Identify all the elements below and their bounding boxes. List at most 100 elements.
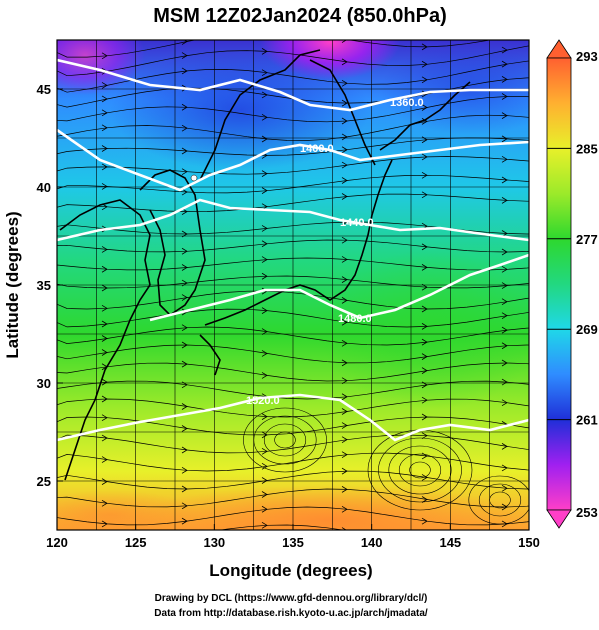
streamline [57, 114, 529, 141]
streamline-arrow [101, 395, 108, 403]
streamline-arrow [421, 474, 428, 481]
x-tick-label: 150 [518, 535, 540, 550]
streamline-arrow [261, 447, 268, 455]
streamline-arrow [261, 187, 268, 194]
streamline [57, 156, 529, 175]
map-title: MSM 12Z02Jan2024 (850.0hPa) [153, 5, 447, 27]
streamline [57, 77, 529, 108]
green-tongue [320, 250, 529, 410]
streamline-arrow [261, 505, 268, 513]
streamline-arrow [101, 183, 108, 190]
streamline-arrow [181, 425, 188, 432]
streamline-arrow [341, 193, 348, 200]
streamline-arrow [341, 318, 348, 326]
streamline-arrow [421, 496, 428, 503]
y-axis-label: Latitude (degrees) [3, 211, 22, 358]
streamline-arrow [421, 432, 428, 440]
streamline-arrow [261, 170, 268, 177]
streamline [57, 40, 492, 58]
streamline-arrow [181, 502, 188, 510]
streamline-arrow [101, 320, 108, 328]
streamline-arrow [421, 118, 428, 125]
streamline-arrow [501, 520, 508, 528]
streamline-arrow [341, 339, 348, 347]
streamline-arrow [421, 338, 428, 346]
streamline-arrow [421, 413, 428, 421]
eddy-streamline [478, 483, 522, 517]
streamline-arrow [422, 539, 427, 545]
colorbar-tick-label: 277 [576, 232, 598, 247]
streamline-arrow [341, 359, 348, 367]
streamline-arrow [341, 486, 348, 493]
colorbar-tick-label: 269 [576, 322, 598, 337]
contour-label: 1440.0 [340, 217, 374, 229]
streamline-arrow [501, 312, 508, 320]
streamline-arrow [341, 451, 348, 459]
streamline-arrow [261, 91, 268, 99]
streamline-arrow [341, 58, 348, 66]
streamline-arrow [501, 155, 508, 163]
streamline-arrow [501, 464, 508, 472]
streamline-arrow [501, 342, 508, 350]
streamline-arrow [101, 124, 108, 132]
streamline [57, 193, 529, 212]
streamline-arrow [421, 305, 428, 313]
eddy-streamline [243, 407, 327, 473]
streamline-arrow [261, 328, 268, 335]
streamline [57, 362, 529, 382]
colorbar-tick-label: 285 [576, 141, 598, 156]
streamline-arrow [261, 256, 268, 263]
streamline-arrow [501, 359, 508, 367]
streamline-arrow [101, 335, 108, 342]
streamline-arrow [261, 413, 268, 420]
streamline-arrow [182, 532, 187, 538]
streamline-arrow [101, 52, 108, 60]
eddy-streamline [398, 453, 442, 487]
streamline [57, 221, 529, 235]
x-tick-label: 135 [282, 535, 304, 550]
height-contour [57, 128, 529, 192]
contour-label: 1520.0 [246, 395, 280, 407]
colorbar-tick-label: 293 [576, 49, 598, 64]
streamline-arrow [421, 517, 428, 525]
streamline-arrow [261, 431, 268, 439]
coastline [379, 81, 471, 151]
streamline-arrow [181, 294, 188, 301]
streamline-arrow [261, 491, 268, 498]
streamline [218, 524, 346, 530]
footer-data-source: Data from http://database.rish.kyoto-u.a… [154, 608, 428, 619]
streamline-arrow [501, 112, 508, 119]
streamline-arrow [101, 456, 108, 463]
streamline-arrow [181, 124, 188, 132]
streamline-arrow [341, 161, 348, 169]
streamline-arrow [501, 282, 508, 289]
streamline-arrow [101, 95, 108, 103]
coastline [199, 49, 321, 181]
streamline-arrow [501, 135, 508, 143]
streamline-arrow [181, 52, 188, 59]
streamline-arrow [421, 264, 428, 271]
streamline-arrow [181, 466, 188, 474]
colorbar-body [546, 57, 572, 511]
streamline [57, 96, 529, 123]
streamline-arrow [502, 34, 507, 40]
streamline-arrow [341, 133, 348, 141]
plot-area: 1360.0 1400.0 1440.0 1480.0 1520.0 [57, 34, 529, 545]
y-tick-label: 35 [37, 278, 51, 293]
height-contour [57, 198, 529, 242]
y-axis-ticks: 25 30 35 40 45 [37, 82, 63, 489]
coastline [199, 334, 221, 376]
streamline-arrow [101, 265, 108, 273]
height-contours: 1360.0 1400.0 1440.0 1480.0 1520.0 [57, 58, 529, 442]
streamline-arrow [261, 372, 268, 379]
streamline-arrow [101, 284, 108, 292]
streamline-arrow [341, 276, 348, 283]
streamline-arrow [261, 135, 268, 143]
eddy-streamline [388, 445, 452, 495]
footer-drawing-credit: Drawing by DCL (https://www.gfd-dennou.o… [155, 593, 428, 604]
coastline [204, 159, 393, 326]
streamline-arrow [341, 527, 347, 530]
eddy-streamline [409, 461, 431, 479]
streamline-arrow [421, 43, 428, 51]
streamline [57, 275, 529, 289]
